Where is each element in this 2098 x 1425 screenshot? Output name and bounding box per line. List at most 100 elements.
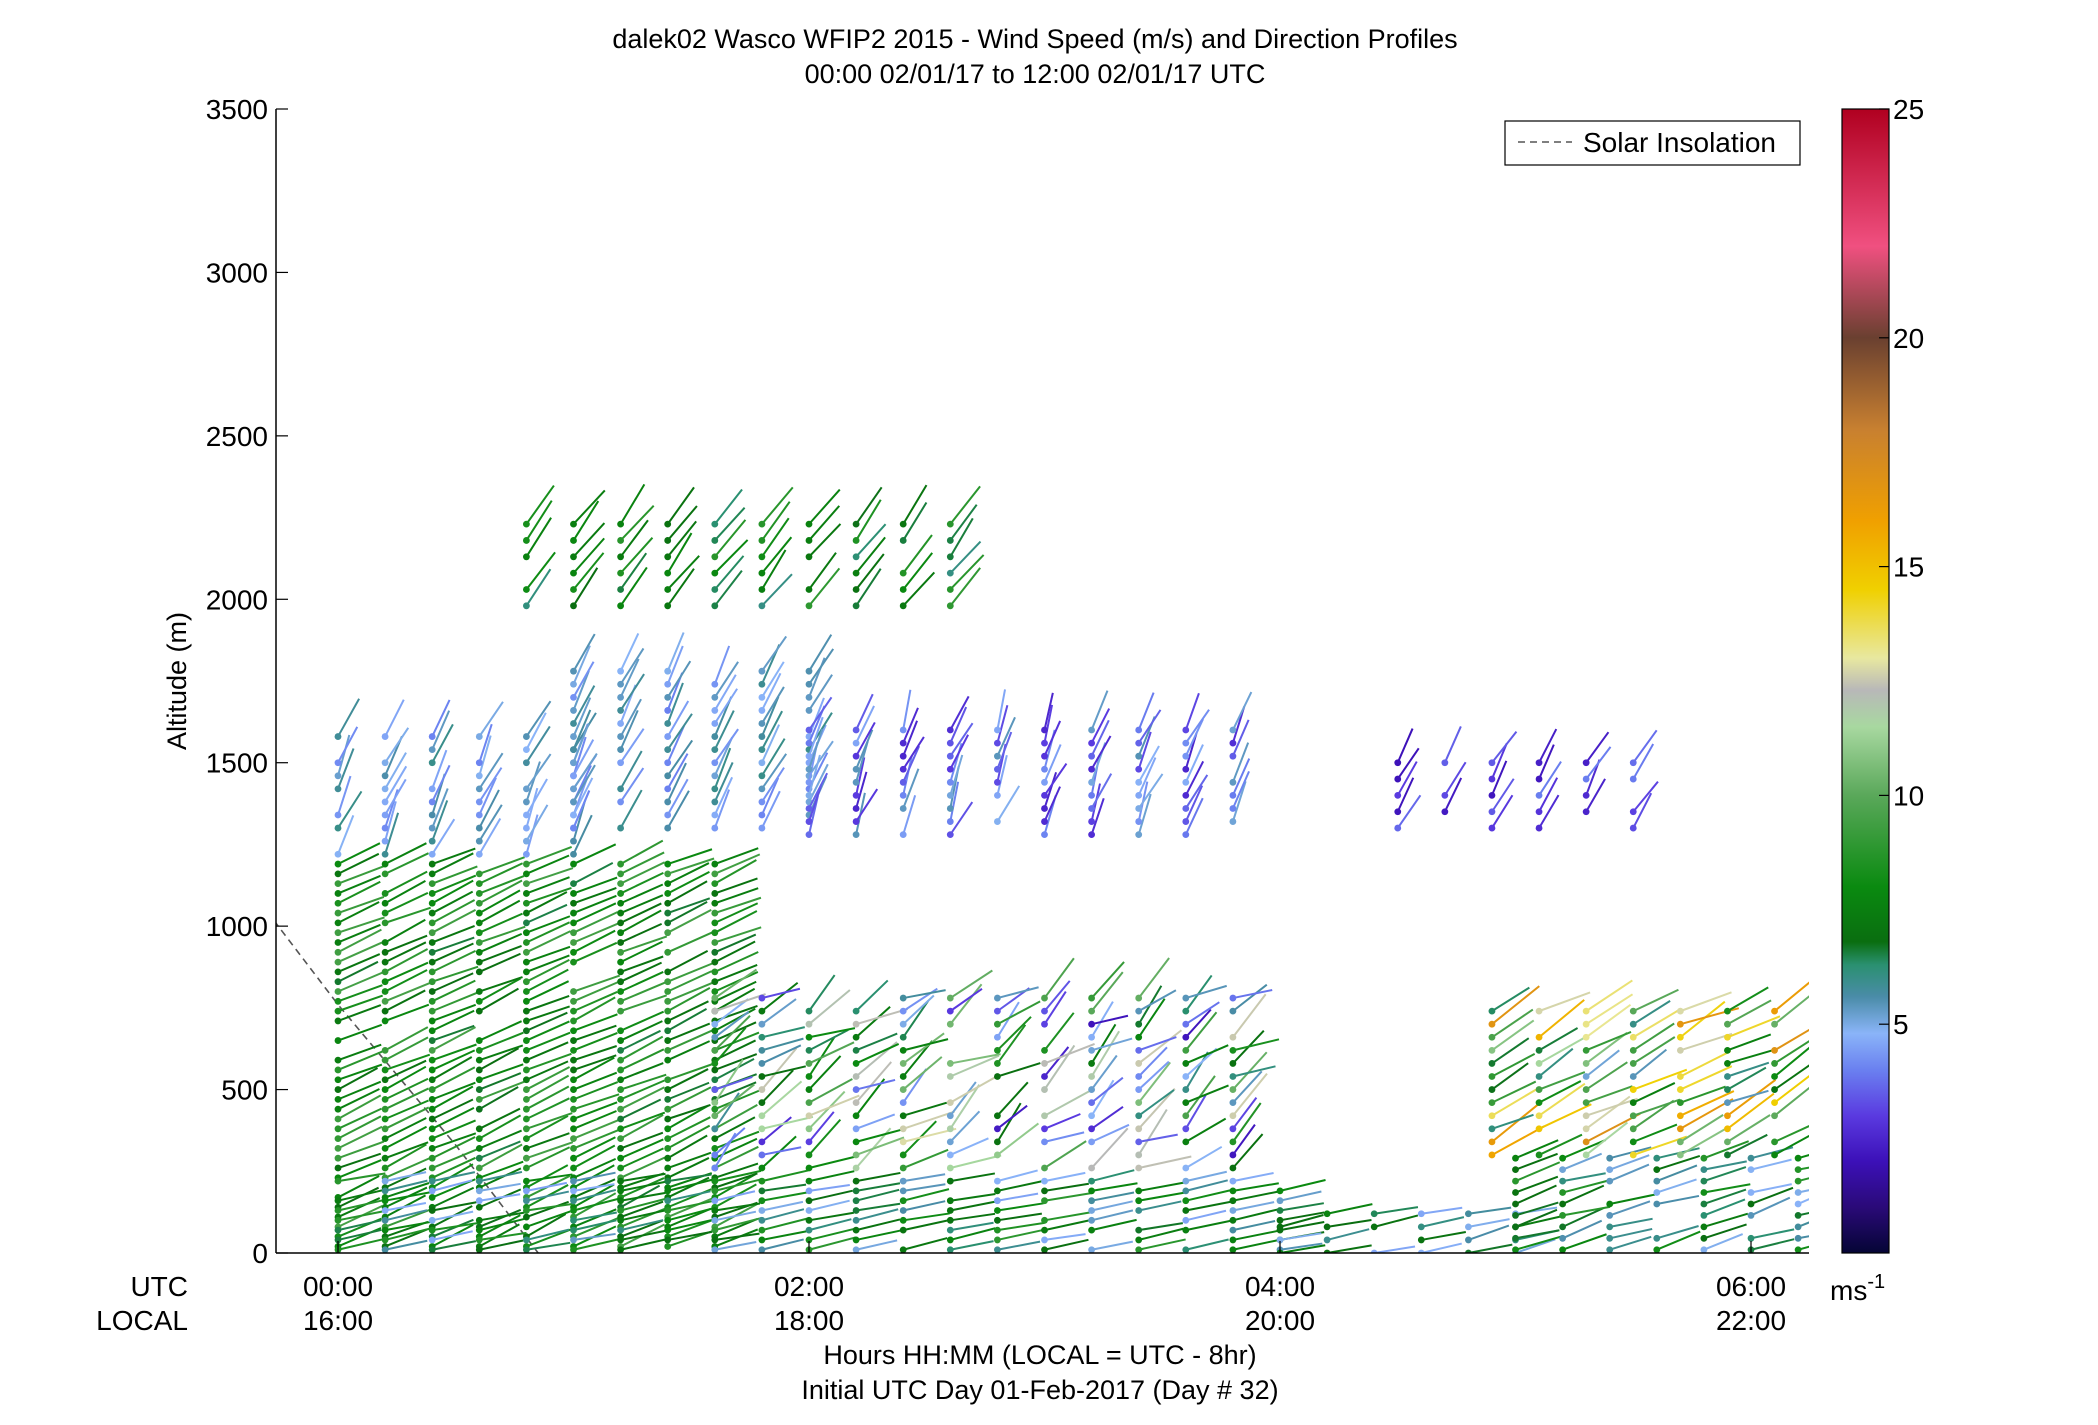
wind-barb (1182, 1008, 1212, 1041)
wind-barb (1182, 1179, 1228, 1195)
wind-barb (1794, 1189, 1809, 1196)
wind-barb (523, 712, 547, 754)
wind-barb (1135, 1181, 1185, 1195)
wind-barb (475, 752, 504, 793)
wind-barb (1182, 709, 1210, 747)
wind-barb (1465, 1206, 1512, 1218)
wind-barb (334, 852, 380, 878)
wind-barb (758, 1065, 807, 1080)
wind-barb (664, 660, 692, 701)
wind-barb (758, 1183, 807, 1195)
wind-barb (711, 887, 759, 907)
wind-barb (1041, 991, 1067, 1028)
wind-barb (570, 843, 617, 868)
wind-barb (1088, 708, 1111, 747)
wind-barb (664, 532, 693, 577)
wind-barb (475, 1143, 523, 1172)
wind-barb (852, 1032, 898, 1054)
wind-barb (2007, 1052, 2061, 1080)
wind-barb (475, 1020, 523, 1044)
wind-barb (664, 1199, 715, 1214)
y-tick-label: 2500 (206, 421, 268, 452)
wind-barb (994, 1001, 1020, 1041)
wind-barb (758, 672, 782, 714)
wind-barb (381, 812, 400, 858)
wind-barb (523, 945, 571, 966)
wind-barb (805, 1090, 846, 1133)
wind-barb (2030, 1154, 2076, 1173)
wind-barb (805, 1028, 849, 1054)
wind-barb (899, 994, 935, 1028)
wind-barb (1771, 1040, 1809, 1067)
wind-barb (758, 1044, 802, 1067)
wind-barb (899, 689, 912, 734)
wind-barb (899, 1183, 946, 1195)
x-tick-label-utc: 00:00 (303, 1271, 373, 1302)
wind-barb (1394, 747, 1420, 783)
wind-barb (570, 697, 592, 740)
wind-barb (2077, 1200, 2098, 1218)
wind-barb (570, 1238, 621, 1253)
wind-barb (758, 1069, 794, 1107)
wind-barb (1960, 1060, 2007, 1093)
wind-barb (381, 1125, 428, 1152)
wind-barb (1629, 1123, 1678, 1146)
wind-barb (1135, 757, 1157, 799)
wind-barb (570, 1071, 618, 1093)
wind-barb (570, 661, 595, 701)
wind-barb (617, 673, 645, 714)
wind-barb (1229, 1201, 1275, 1214)
wind-barb (1629, 1082, 1676, 1107)
wind-barb (2054, 1077, 2092, 1106)
wind-barb (475, 1107, 521, 1133)
wind-barb (711, 1240, 757, 1253)
wind-barb (1912, 1097, 1966, 1119)
wind-barb (805, 1111, 835, 1146)
wind-barb (617, 633, 640, 675)
wind-barb (334, 734, 351, 780)
wind-barb (664, 908, 712, 937)
wind-barb (899, 1110, 955, 1133)
wind-barb (1653, 1194, 1700, 1208)
x-axis-label-day: Initial UTC Day 01-Feb-2017 (Day # 32) (801, 1375, 1278, 1405)
wind-barb (523, 761, 541, 806)
wind-barb (1041, 1171, 1086, 1185)
wind-barb (1276, 1232, 1322, 1244)
wind-barb (1535, 1082, 1586, 1120)
wind-barb (852, 568, 882, 610)
wind-barb (428, 710, 451, 754)
x-tick-label-utc: 02:00 (774, 1271, 844, 1302)
wind-barb (475, 1193, 521, 1205)
wind-barb (1135, 1227, 1184, 1244)
wind-barb (523, 1041, 569, 1064)
wind-barb (1041, 762, 1068, 799)
colorbar: 5 10 15 20 25 ms-1 (1830, 94, 1924, 1306)
wind-barb (1606, 1154, 1650, 1174)
wind-barb (899, 552, 934, 593)
wind-barb (334, 1088, 380, 1113)
wind-barb (1535, 777, 1559, 816)
wind-barb (617, 909, 662, 937)
wind-barb (1135, 1046, 1168, 1080)
colorbar-tick-label: 25 (1893, 94, 1924, 125)
wind-barb (1535, 999, 1585, 1041)
wind-barb (334, 865, 384, 888)
wind-barb (1582, 1095, 1631, 1133)
wind-barb (758, 1115, 814, 1133)
wind-barb (1912, 1053, 1956, 1080)
wind-barb (1182, 760, 1205, 799)
y-axis-label: Altitude (m) (162, 612, 192, 750)
wind-barb (475, 767, 503, 806)
wind-barb (664, 880, 708, 907)
wind-barb (1606, 1217, 1653, 1231)
wind-barb (711, 570, 743, 610)
wind-barb (523, 1114, 569, 1142)
wind-barb (946, 969, 993, 1002)
wind-barb (1512, 1208, 1558, 1231)
wind-barb (852, 1128, 902, 1146)
wind-barb (1229, 1239, 1279, 1253)
wind-barb (994, 1221, 1045, 1234)
wind-barb (428, 899, 476, 927)
wind-barb (381, 801, 397, 845)
wind-barb (617, 566, 648, 610)
